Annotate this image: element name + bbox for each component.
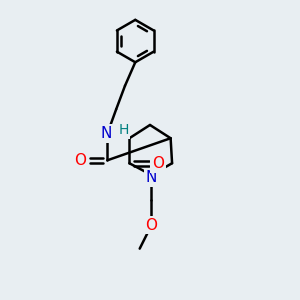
Text: H: H [118,123,129,137]
Text: N: N [100,126,112,141]
Text: O: O [74,153,86,168]
Text: O: O [152,156,164,171]
Text: N: N [146,170,157,185]
Text: O: O [146,218,158,232]
